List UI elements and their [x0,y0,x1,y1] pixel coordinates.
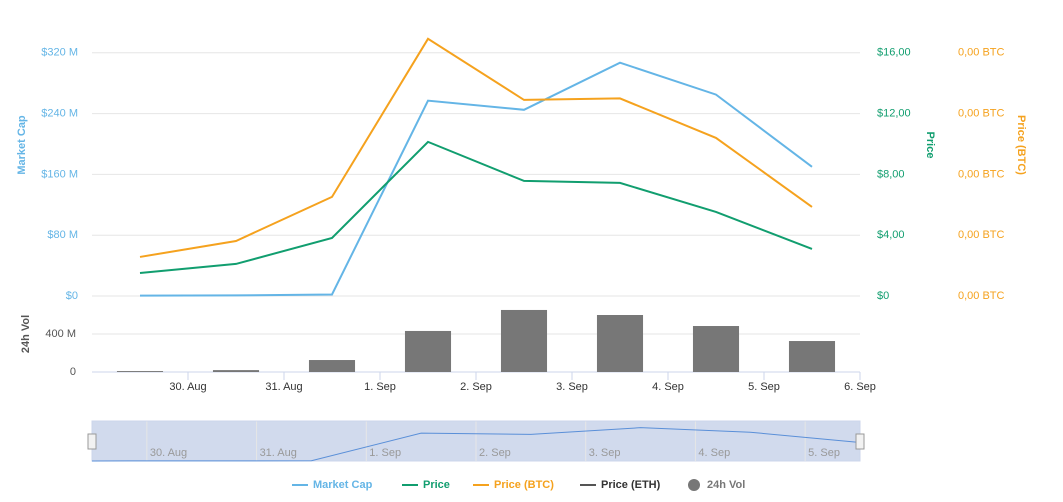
y3-tick-label: 0,00 BTC [958,290,1005,302]
series-line [139,140,813,275]
y4-tick-label: 0 [70,366,76,378]
x-tick-label: 6. Sep [844,381,876,393]
bar [596,315,644,372]
y3-tick-label: 0,00 BTC [958,47,1005,59]
legend-label: Price [423,479,450,491]
y3-tick-label: 0,00 BTC [958,168,1005,180]
navigator-label: 2. Sep [479,447,511,459]
legend-item[interactable]: 24h Vol [688,479,745,491]
legend-label: 24h Vol [707,479,745,491]
x-tick-label: 4. Sep [652,381,684,393]
axis-title: Market Cap [16,115,28,175]
navigator-label: 30. Aug [150,447,187,459]
navigator-handle [87,433,97,450]
series-line [139,61,813,297]
y-tick-label: $0 [66,290,78,302]
x-tick-label: 1. Sep [364,381,396,393]
y2-tick-label: $8,00 [877,168,905,180]
y-tick-label: $320 M [41,47,78,59]
navigator-label: 4. Sep [698,447,730,459]
y3-tick-label: 0,00 BTC [958,108,1005,120]
navigator-handle [855,433,865,450]
x-tick-label: 5. Sep [748,381,780,393]
y3-tick-label: 0,00 BTC [958,229,1005,241]
legend-symbol [688,479,700,491]
navigator-label: 1. Sep [369,447,401,459]
legend-label: Price (ETH) [601,479,661,491]
navigator-label: 5. Sep [808,447,840,459]
bar [212,370,260,372]
navigator-line [91,427,861,462]
bar [500,309,548,372]
navigator-label: 3. Sep [589,447,621,459]
legend-item[interactable]: Price [402,479,450,491]
axis-title: Price [924,132,936,159]
bar [692,326,740,372]
y2-tick-label: $16,00 [877,47,911,59]
axis-title: 24h Vol [20,315,32,353]
x-tick-label: 30. Aug [169,381,206,393]
x-tick-label: 2. Sep [460,381,492,393]
bar [404,330,452,372]
y4-tick-label: 400 M [45,328,76,340]
legend-label: Price (BTC) [494,479,554,491]
y-tick-label: $80 M [47,229,78,241]
y-tick-label: $240 M [41,108,78,120]
legend-label: Market Cap [313,479,373,491]
x-tick-label: 3. Sep [556,381,588,393]
bar [788,341,836,372]
bar [308,360,356,372]
axis-title: Price (BTC) [1015,115,1027,175]
legend-item[interactable]: Price (BTC) [473,479,554,491]
y2-tick-label: $12,00 [877,108,911,120]
y-tick-label: $160 M [41,168,78,180]
y2-tick-label: $4,00 [877,229,905,241]
bar [116,371,164,372]
y2-tick-label: $0 [877,290,889,302]
series-line [139,37,813,258]
legend-item[interactable]: Market Cap [292,479,373,491]
x-tick-label: 31. Aug [265,381,302,393]
navigator-label: 31. Aug [260,447,297,459]
legend-item[interactable]: Price (ETH) [580,479,661,491]
